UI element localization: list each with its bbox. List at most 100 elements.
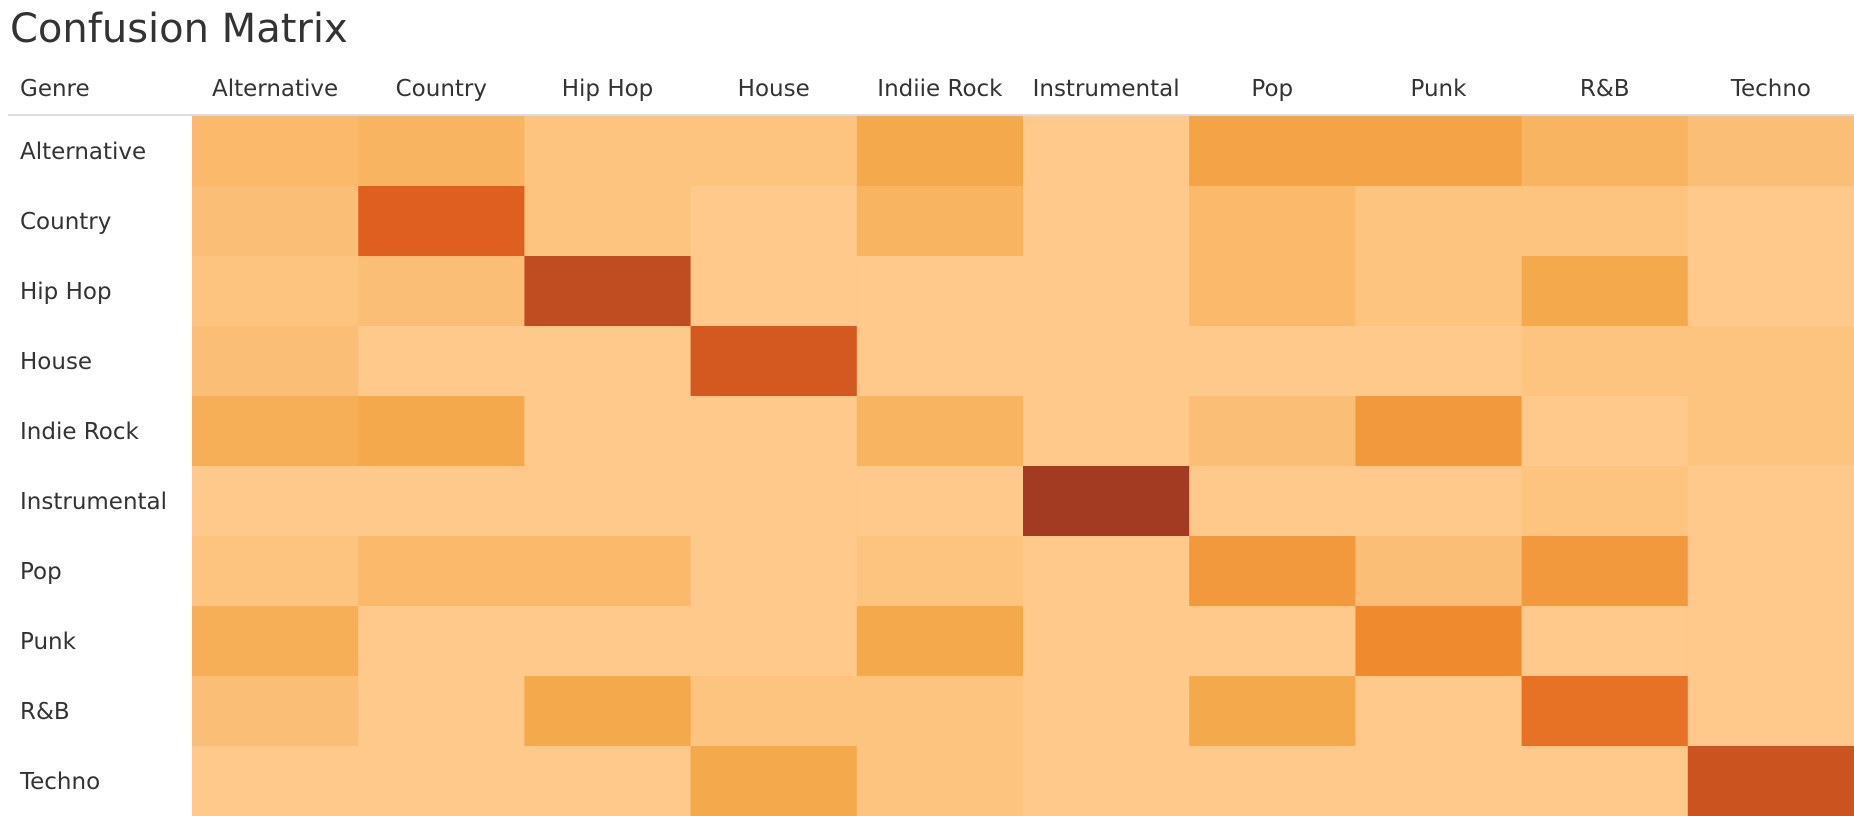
heatmap-cell	[690, 186, 858, 257]
heatmap-cell	[192, 746, 359, 816]
heatmap-cell	[1355, 746, 1523, 816]
heatmap-cell	[192, 466, 359, 537]
heatmap-cell	[690, 606, 858, 677]
heatmap-cell	[1687, 116, 1854, 187]
heatmap-cell	[192, 116, 359, 187]
heatmap-cell	[1687, 606, 1854, 677]
heatmap-cell	[690, 396, 858, 467]
heatmap-cell	[1687, 256, 1854, 327]
column-label: Instrumental	[1033, 76, 1180, 102]
heatmap-cell	[192, 256, 359, 327]
heatmap-cell	[358, 396, 525, 467]
heatmap-cell	[1355, 326, 1523, 397]
heatmap-cell	[358, 746, 525, 816]
heatmap-cell	[1521, 116, 1689, 187]
heatmap-cell	[358, 676, 525, 747]
heatmap-cell	[1521, 536, 1689, 607]
heatmap-cell	[1189, 466, 1356, 537]
heatmap-cell	[1521, 466, 1689, 537]
heatmap-cell	[1687, 536, 1854, 607]
heatmap-cell	[524, 746, 692, 816]
heatmap-cell	[690, 746, 858, 816]
heatmap-cell	[524, 326, 692, 397]
heatmap-cell	[856, 326, 1024, 397]
heatmap-cell	[1521, 256, 1689, 327]
heatmap-cell	[1189, 326, 1356, 397]
row-label: R&B	[20, 699, 70, 725]
row-label: Instrumental	[20, 489, 167, 515]
heatmap-cell	[358, 116, 525, 187]
heatmap-cell	[358, 606, 525, 677]
heatmap-cell	[1023, 466, 1190, 537]
heatmap-cell	[1521, 326, 1689, 397]
heatmap-cell	[1355, 676, 1523, 747]
heatmap-cell	[1355, 466, 1523, 537]
heatmap-cell	[1687, 186, 1854, 257]
heatmap-cell	[1023, 536, 1190, 607]
heatmap-cell	[358, 536, 525, 607]
column-label: R&B	[1580, 76, 1630, 102]
heatmap-cell	[1023, 256, 1190, 327]
heatmap-cell	[1023, 676, 1190, 747]
column-label: Punk	[1411, 76, 1468, 102]
heatmap-cell	[690, 466, 858, 537]
heatmap-cell	[690, 116, 858, 187]
row-label: Alternative	[20, 139, 146, 165]
row-label: Country	[20, 209, 111, 235]
heatmap-cell	[358, 466, 525, 537]
heatmap-cell	[856, 676, 1024, 747]
heatmap-cell	[856, 186, 1024, 257]
column-label: Techno	[1730, 76, 1811, 102]
heatmap-cell	[1687, 396, 1854, 467]
heatmap-cell	[1355, 116, 1523, 187]
heatmap-cell	[1189, 606, 1356, 677]
heatmap-cell	[1189, 536, 1356, 607]
heatmap-cell	[1355, 606, 1523, 677]
heatmap-cell	[690, 326, 858, 397]
heatmap-cell	[1355, 396, 1523, 467]
heatmap-cell	[192, 396, 359, 467]
heatmap-cell	[524, 676, 692, 747]
row-label: House	[20, 349, 92, 375]
heatmap-cell	[1189, 676, 1356, 747]
heatmap-cell	[192, 676, 359, 747]
heatmap-cell	[192, 326, 359, 397]
heatmap-cell	[1189, 116, 1356, 187]
heatmap-cell	[524, 116, 692, 187]
heatmap-cell	[690, 536, 858, 607]
heatmap-cell	[524, 396, 692, 467]
column-label: Hip Hop	[562, 76, 654, 102]
heatmap-cell	[1687, 326, 1854, 397]
heatmap-cell	[1189, 746, 1356, 816]
heatmap-cell	[1687, 746, 1854, 816]
heatmap-cell	[690, 676, 858, 747]
heatmap-cell	[1521, 186, 1689, 257]
heatmap-cell	[1189, 256, 1356, 327]
heatmap-cell	[856, 536, 1024, 607]
row-label: Techno	[19, 769, 100, 795]
row-header-label: Genre	[20, 76, 90, 102]
heatmap-cell	[856, 606, 1024, 677]
row-label: Hip Hop	[20, 279, 112, 305]
heatmap-cell	[524, 606, 692, 677]
heatmap-cell	[1023, 326, 1190, 397]
heatmap-cell	[1189, 186, 1356, 257]
heatmap-cell	[358, 256, 525, 327]
heatmap-cell	[1687, 676, 1854, 747]
heatmap-cell	[856, 256, 1024, 327]
heatmap-cell	[1023, 116, 1190, 187]
heatmap-cell	[1521, 396, 1689, 467]
heatmap-cell	[856, 396, 1024, 467]
row-label: Punk	[20, 629, 77, 655]
column-label: Indiie Rock	[877, 76, 1003, 102]
column-label: Alternative	[212, 76, 338, 102]
column-label: Pop	[1251, 76, 1293, 102]
heatmap-cell	[1355, 186, 1523, 257]
heatmap-cell	[1189, 396, 1356, 467]
heatmap-cell	[192, 606, 359, 677]
heatmap-cell	[358, 326, 525, 397]
heatmap-cell	[1521, 606, 1689, 677]
column-label: House	[738, 76, 810, 102]
